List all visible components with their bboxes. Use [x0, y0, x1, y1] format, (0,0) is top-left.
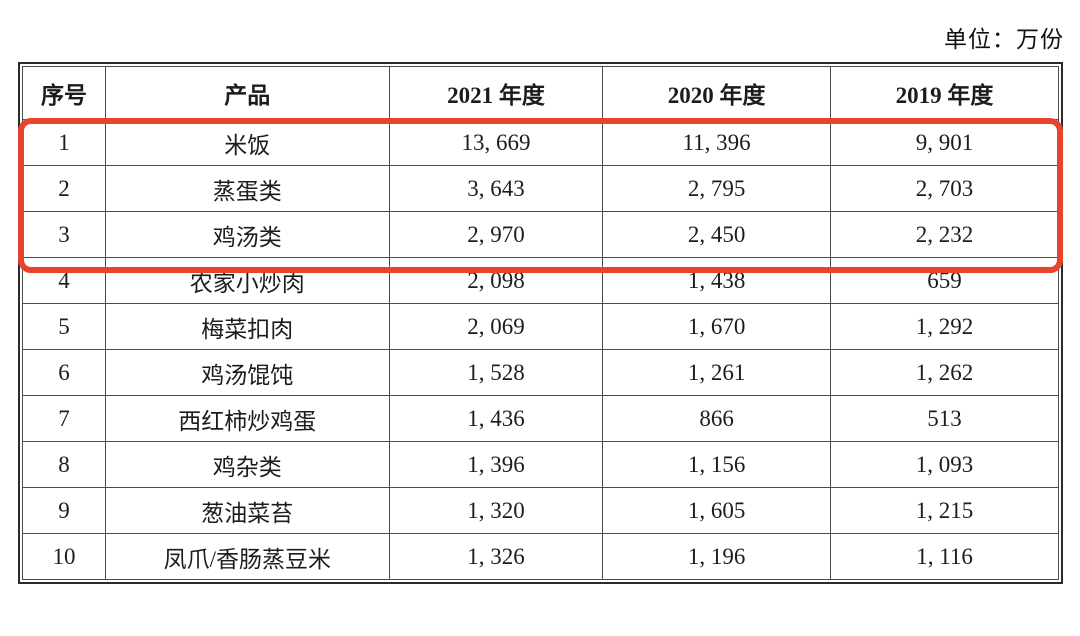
cell-no: 5 — [22, 303, 106, 350]
cell-product: 葱油菜苔 — [104, 487, 390, 534]
cell-product: 鸡汤馄饨 — [104, 349, 390, 396]
header-row: 序号 产品 2021 年度 2020 年度 2019 年度 — [22, 66, 1059, 120]
cell-no: 3 — [22, 211, 106, 258]
table-row: 6 鸡汤馄饨 1, 528 1, 261 1, 262 — [22, 349, 1059, 396]
cell-2021: 3, 643 — [388, 165, 604, 212]
table-row: 7 西红柿炒鸡蛋 1, 436 866 513 — [22, 395, 1059, 442]
cell-2019: 1, 215 — [830, 487, 1059, 534]
cell-2019: 1, 262 — [830, 349, 1059, 396]
cell-2020: 1, 670 — [602, 303, 832, 350]
unit-label: 单位：万份 — [944, 27, 1064, 52]
cell-no: 2 — [22, 165, 106, 212]
cell-product: 农家小炒肉 — [104, 257, 390, 304]
cell-2021: 2, 970 — [388, 211, 604, 258]
cell-2019: 659 — [830, 257, 1059, 304]
cell-2020: 2, 795 — [602, 165, 832, 212]
cell-2021: 1, 436 — [388, 395, 604, 442]
cell-2020: 11, 396 — [602, 119, 832, 166]
cell-2020: 1, 196 — [602, 533, 832, 580]
cell-no: 4 — [22, 257, 106, 304]
cell-product: 凤爪/香肠蒸豆米 — [104, 533, 390, 580]
cell-2020: 1, 156 — [602, 441, 832, 488]
cell-2021: 1, 326 — [388, 533, 604, 580]
cell-2021: 2, 098 — [388, 257, 604, 304]
cell-2021: 13, 669 — [388, 119, 604, 166]
header-2019: 2019 年度 — [830, 66, 1059, 120]
cell-product: 梅菜扣肉 — [104, 303, 390, 350]
cell-2021: 1, 528 — [388, 349, 604, 396]
cell-no: 6 — [22, 349, 106, 396]
product-sales-table-wrapper: 序号 产品 2021 年度 2020 年度 2019 年度 1 米饭 13, 6… — [18, 62, 1063, 584]
table-row: 2 蒸蛋类 3, 643 2, 795 2, 703 — [22, 165, 1059, 212]
cell-product: 米饭 — [104, 119, 390, 166]
table-row: 10 凤爪/香肠蒸豆米 1, 326 1, 196 1, 116 — [22, 533, 1059, 580]
cell-2019: 1, 292 — [830, 303, 1059, 350]
table-row: 5 梅菜扣肉 2, 069 1, 670 1, 292 — [22, 303, 1059, 350]
table-row: 1 米饭 13, 669 11, 396 9, 901 — [22, 119, 1059, 166]
cell-2019: 9, 901 — [830, 119, 1059, 166]
cell-2019: 1, 116 — [830, 533, 1059, 580]
header-2020: 2020 年度 — [602, 66, 832, 120]
cell-no: 10 — [22, 533, 106, 580]
header-seq: 序号 — [22, 66, 106, 120]
table-row: 8 鸡杂类 1, 396 1, 156 1, 093 — [22, 441, 1059, 488]
header-2021: 2021 年度 — [388, 66, 604, 120]
cell-no: 9 — [22, 487, 106, 534]
cell-no: 8 — [22, 441, 106, 488]
header-product: 产品 — [104, 66, 390, 120]
table-row: 9 葱油菜苔 1, 320 1, 605 1, 215 — [22, 487, 1059, 534]
cell-2021: 1, 396 — [388, 441, 604, 488]
cell-2020: 1, 605 — [602, 487, 832, 534]
cell-product: 鸡汤类 — [104, 211, 390, 258]
cell-product: 蒸蛋类 — [104, 165, 390, 212]
cell-2021: 2, 069 — [388, 303, 604, 350]
cell-2020: 866 — [602, 395, 832, 442]
cell-2021: 1, 320 — [388, 487, 604, 534]
cell-product: 西红柿炒鸡蛋 — [104, 395, 390, 442]
cell-2019: 513 — [830, 395, 1059, 442]
cell-2019: 2, 232 — [830, 211, 1059, 258]
cell-2020: 1, 261 — [602, 349, 832, 396]
cell-product: 鸡杂类 — [104, 441, 390, 488]
cell-2019: 1, 093 — [830, 441, 1059, 488]
cell-no: 1 — [22, 119, 106, 166]
table-row: 4 农家小炒肉 2, 098 1, 438 659 — [22, 257, 1059, 304]
cell-no: 7 — [22, 395, 106, 442]
cell-2020: 1, 438 — [602, 257, 832, 304]
cell-2020: 2, 450 — [602, 211, 832, 258]
product-sales-table: 序号 产品 2021 年度 2020 年度 2019 年度 1 米饭 13, 6… — [22, 66, 1059, 580]
cell-2019: 2, 703 — [830, 165, 1059, 212]
table-row: 3 鸡汤类 2, 970 2, 450 2, 232 — [22, 211, 1059, 258]
